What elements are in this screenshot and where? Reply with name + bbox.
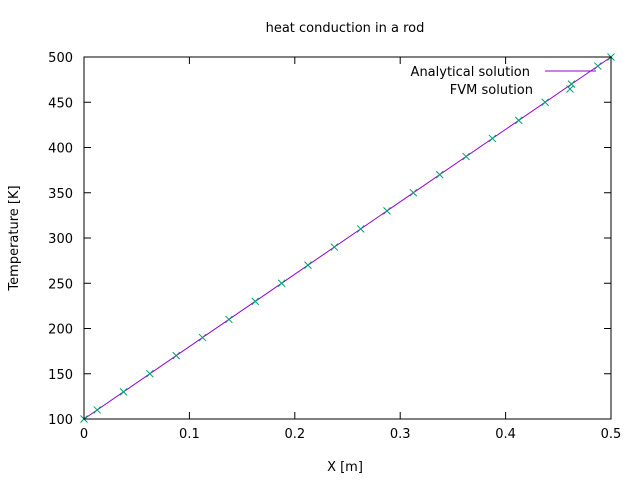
fvm-point [225,315,233,324]
fvm-point [198,333,207,342]
legend-label-analytical: Analytical solution [411,65,530,80]
y-axis-label: Temperature [K] [7,185,22,291]
fvm-point [409,188,418,197]
y-tick-label: 500 [48,51,73,66]
x-tick-label: 0.1 [179,427,200,442]
legend-swatch-fvm [566,85,574,93]
y-tick-label: 150 [48,368,73,383]
fvm-point [435,170,444,179]
x-tick-label: 0.5 [601,427,622,442]
y-tick-label: 400 [48,142,73,157]
series-fvm [80,53,615,423]
x-axis-label: X [m] [327,460,363,475]
fvm-legend-marker [566,85,574,93]
legend-label-fvm: FVM solution [450,83,533,98]
fvm-point [356,225,365,233]
fvm-point [119,387,128,396]
fvm-point [514,116,523,125]
y-tick-label: 450 [48,96,73,111]
y-tick-label: 200 [48,323,73,338]
chart-title: heat conduction in a rod [266,21,425,36]
fvm-point [277,279,286,288]
fvm-point [93,406,102,414]
x-tick-label: 0 [80,427,88,442]
analytical-solution-line [83,56,612,420]
fvm-point [330,243,339,251]
y-tick-label: 100 [48,413,73,428]
x-tick-label: 0.2 [284,427,305,442]
x-tick-label: 0.3 [390,427,411,442]
x-tick-label: 0.4 [495,427,516,442]
fvm-point [304,261,312,270]
fvm-point [251,297,260,306]
fvm-point [488,134,497,143]
fvm-point [146,369,154,378]
fvm-point [593,62,602,70]
series-analytical [83,56,612,420]
fvm-point [172,351,181,360]
fvm-point [462,152,470,161]
fvm-point [541,98,549,107]
y-tick-label: 250 [48,277,73,292]
fvm-point [567,80,576,89]
y-tick-label: 350 [48,187,73,202]
plot-frame [83,56,612,420]
legend: Analytical solution FVM solution [411,65,596,98]
y-tick-label: 300 [48,232,73,247]
axis-ticks: 0 0.1 0.2 0.3 0.4 0.5 100 150 200 250 300 350 400 450… [48,51,621,442]
fvm-point [383,206,391,215]
